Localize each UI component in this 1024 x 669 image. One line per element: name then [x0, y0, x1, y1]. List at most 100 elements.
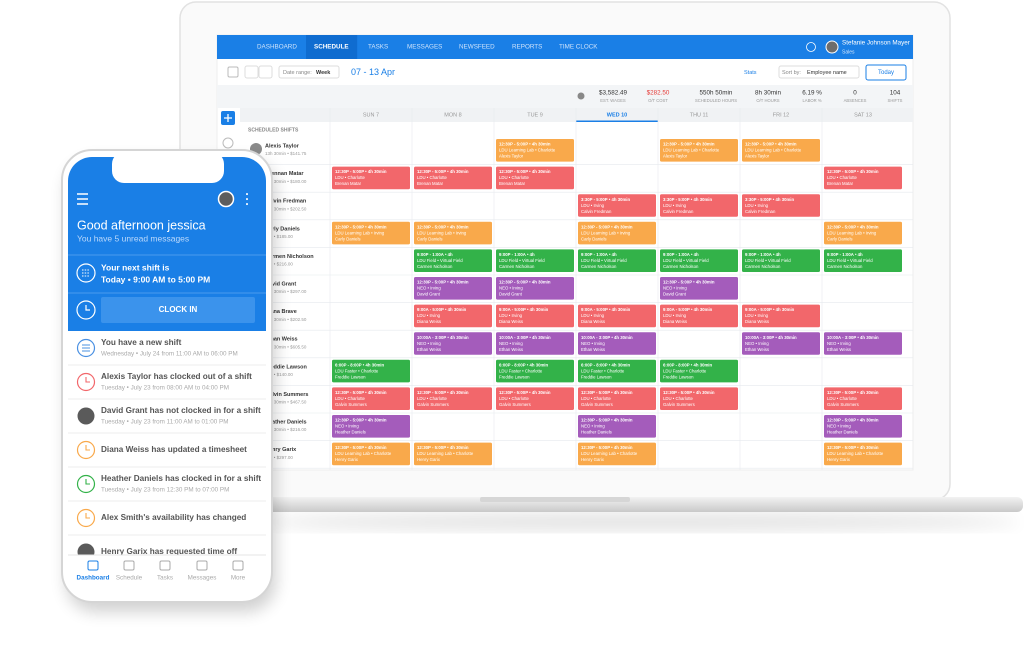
notification[interactable]: Heather Daniels has clocked in for a shi… — [68, 474, 266, 502]
employee-name: Galvin Summers — [265, 392, 308, 398]
shift-time: 9:00A - 5:00P • 4h 30min — [499, 307, 549, 312]
period[interactable]: 07 - 13 Apr — [351, 67, 395, 77]
shift-time: 12:30P - 5:00P • 4h 30min — [745, 142, 797, 147]
shift-time: 10:00A - 3:00P • 4h 30min — [499, 335, 551, 340]
shift-employee: Calvin Fredman — [745, 209, 776, 214]
shift-time: 12:30P - 5:00P • 4h 30min — [335, 445, 387, 450]
nav-item[interactable]: NEWSFEED — [459, 44, 495, 51]
nav-item[interactable]: SCHEDULE — [314, 44, 349, 51]
shift-bg — [332, 387, 410, 410]
mobile-avatar[interactable] — [217, 190, 235, 208]
clock-in-button[interactable] — [101, 297, 255, 323]
today-button[interactable] — [865, 64, 907, 81]
menu-icon[interactable] — [77, 193, 88, 205]
shift-employee: Alexis Taylor — [745, 154, 770, 159]
notification[interactable]: Diana Weiss has updated a timesheet — [68, 440, 266, 468]
tab[interactable]: Messages — [188, 560, 217, 582]
clock-hands — [85, 305, 90, 311]
sort-value: Employee name — [807, 70, 847, 76]
prev-button[interactable] — [244, 65, 259, 79]
shift-time: 9:00P - 1:00A • 4h — [499, 252, 535, 257]
sort-select[interactable] — [778, 65, 860, 79]
stat-value: 6.19 % — [802, 90, 822, 97]
tab[interactable]: Tasks — [157, 560, 173, 582]
phone-notch — [112, 152, 224, 183]
notification[interactable]: David Grant has not clocked in for a shi… — [68, 406, 266, 434]
notification[interactable]: Alex Smith's availability has changed — [68, 508, 266, 536]
notification[interactable]: Alexis Taylor has clocked out of a shift… — [68, 372, 266, 400]
nav-item[interactable]: TASKS — [368, 44, 388, 51]
shift-time: 12:30P - 5:00P • 4h 30min — [335, 390, 387, 395]
nav-item[interactable]: TIME CLOCK — [559, 44, 598, 51]
nav-item[interactable]: DASHBOARD — [257, 44, 297, 51]
shift-time: 10:00A - 3:00P • 4h 30min — [581, 335, 633, 340]
employee-meta: 13h 30min • $297.00 — [265, 289, 307, 294]
stats-toggle[interactable]: Stats — [744, 70, 757, 76]
shift-employee: Heather Daniels — [581, 430, 612, 435]
next-button[interactable] — [258, 65, 273, 79]
user-avatar[interactable] — [825, 40, 839, 54]
notification[interactable]: You have a new shift Wednesday • July 24 … — [68, 338, 266, 366]
tab[interactable]: More — [231, 560, 246, 582]
nav-item[interactable]: REPORTS — [512, 44, 542, 51]
shift-employee: Galvin Summers — [827, 402, 859, 407]
select-all[interactable] — [227, 66, 239, 78]
shift-employee: Galvin Summers — [663, 402, 695, 407]
shift-employee: Ethan Weiss — [499, 347, 523, 352]
tab[interactable]: Dashboard — [77, 560, 110, 582]
nav-item[interactable]: MESSAGES — [407, 44, 442, 51]
range-select[interactable] — [278, 65, 340, 79]
tab[interactable]: Schedule — [116, 560, 143, 582]
